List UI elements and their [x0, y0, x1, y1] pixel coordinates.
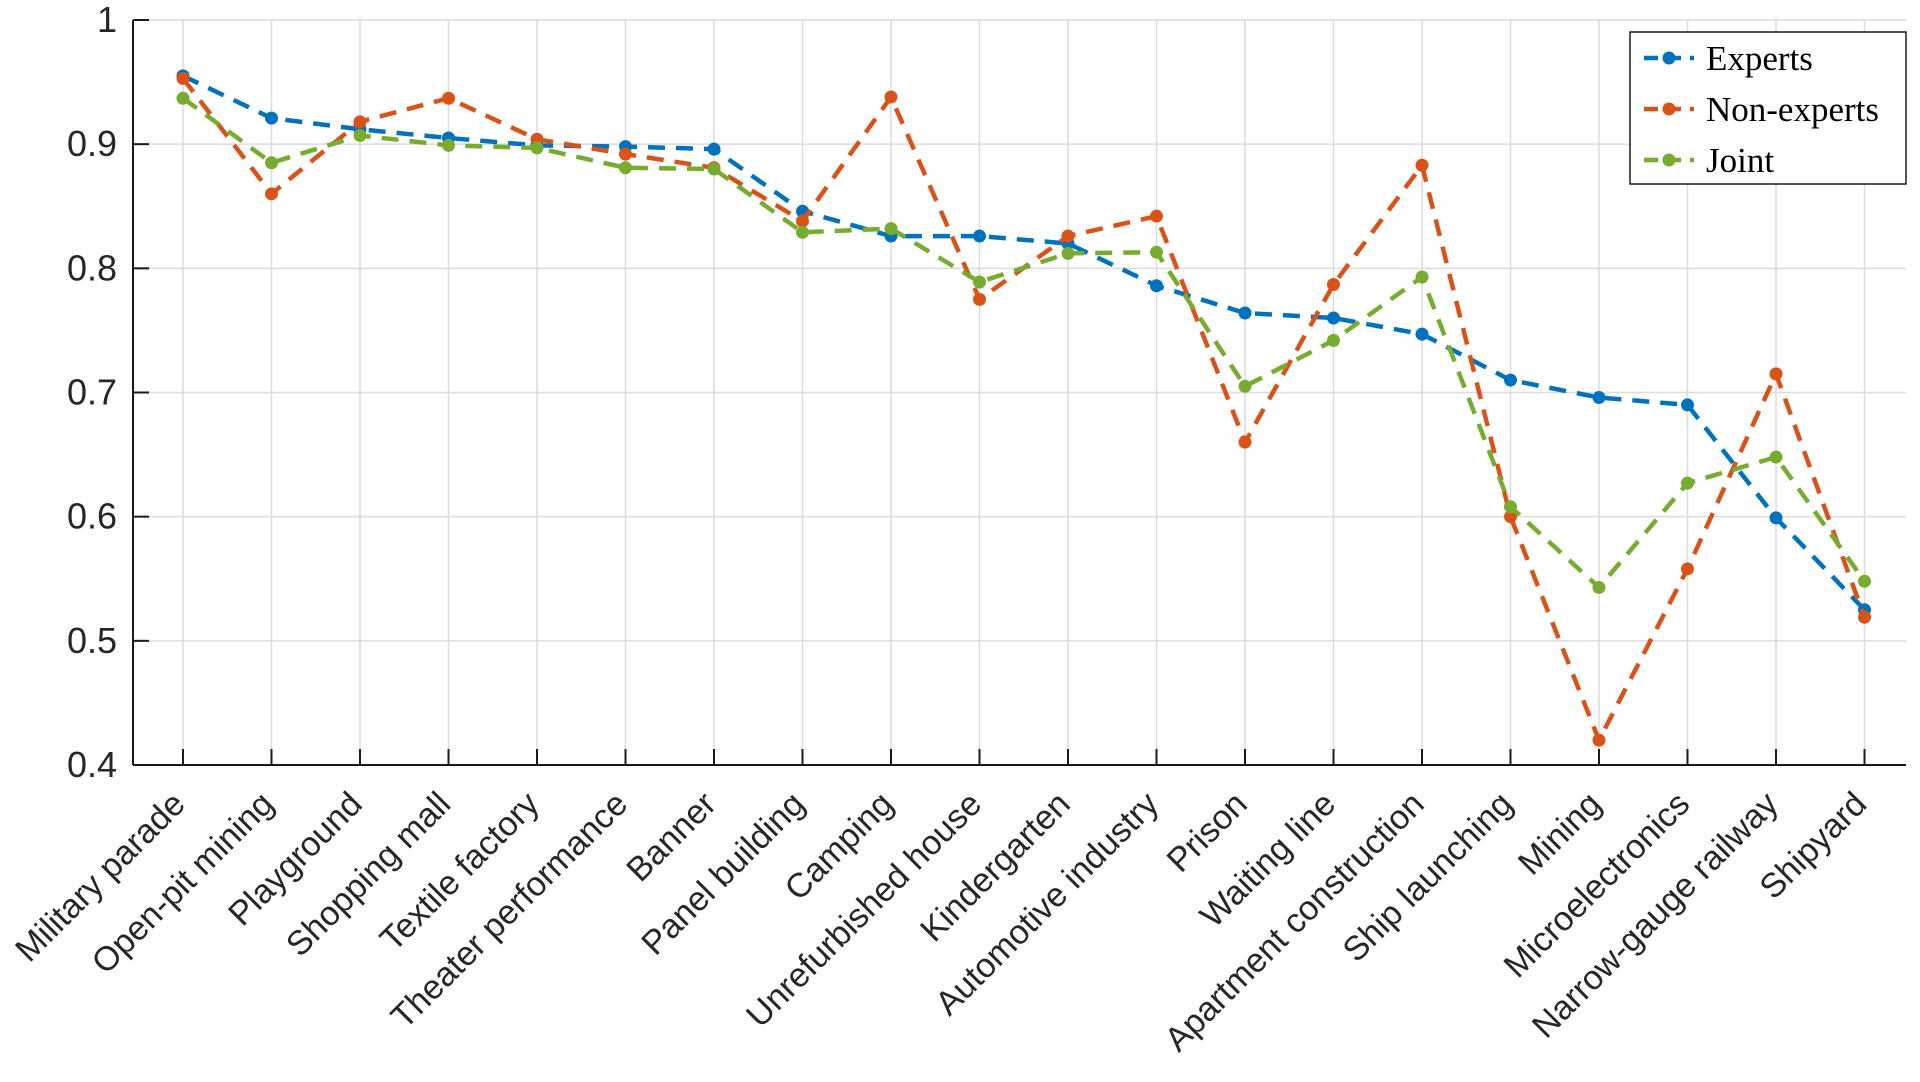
- marker-non-experts-5: [619, 147, 632, 161]
- marker-joint-9: [973, 275, 986, 289]
- series-line-joint: [181, 96, 1867, 591]
- marker-joint-19: [1858, 574, 1871, 588]
- marker-joint-7: [796, 225, 809, 239]
- marker-joint-17: [1681, 476, 1694, 490]
- y-tick-label: 0.5: [67, 620, 117, 661]
- legend-label-non-experts: Non-experts: [1706, 90, 1879, 129]
- marker-experts-11: [1150, 279, 1163, 293]
- marker-joint-2: [353, 128, 367, 142]
- marker-non-experts-0: [176, 71, 190, 85]
- y-tick-label: 0.8: [67, 247, 117, 288]
- legend-marker-non-experts: [1662, 102, 1676, 116]
- marker-joint-0: [176, 91, 190, 105]
- marker-non-experts-9: [973, 292, 986, 306]
- marker-non-experts-7: [796, 214, 809, 228]
- series-line-experts: [182, 73, 1867, 612]
- y-tick-label: 0.6: [67, 496, 117, 537]
- marker-joint-3: [442, 138, 455, 152]
- marker-non-experts-15: [1504, 510, 1517, 524]
- marker-joint-18: [1769, 450, 1783, 464]
- legend-marker-experts: [1662, 51, 1676, 65]
- marker-experts-15: [1504, 373, 1517, 387]
- marker-joint-12: [1238, 379, 1252, 393]
- marker-experts-17: [1681, 398, 1694, 412]
- marker-experts-13: [1327, 311, 1340, 325]
- marker-experts-1: [265, 111, 278, 125]
- marker-non-experts-8: [884, 90, 898, 104]
- marker-joint-5: [619, 161, 632, 175]
- y-tick-label: 1: [97, 0, 117, 40]
- marker-non-experts-2: [353, 115, 367, 129]
- marker-non-experts-13: [1327, 277, 1340, 291]
- y-tick-label: 0.9: [67, 123, 117, 164]
- marker-non-experts-10: [1061, 229, 1075, 243]
- marker-joint-10: [1061, 246, 1075, 260]
- marker-joint-8: [884, 222, 898, 236]
- marker-experts-16: [1592, 390, 1606, 404]
- marker-joint-15: [1504, 500, 1517, 514]
- marker-joint-6: [707, 162, 721, 176]
- marker-experts-18: [1769, 511, 1783, 525]
- marker-non-experts-18: [1769, 367, 1783, 381]
- marker-non-experts-16: [1592, 733, 1606, 747]
- marker-non-experts-14: [1415, 158, 1429, 172]
- marker-experts-12: [1238, 306, 1252, 320]
- marker-joint-11: [1150, 245, 1163, 259]
- marker-non-experts-1: [265, 187, 278, 201]
- marker-non-experts-17: [1681, 562, 1694, 576]
- legend-label-experts: Experts: [1706, 39, 1813, 78]
- marker-experts-14: [1415, 327, 1429, 341]
- marker-joint-4: [530, 141, 544, 155]
- marker-non-experts-11: [1150, 209, 1163, 223]
- marker-joint-1: [265, 156, 278, 170]
- marker-non-experts-12: [1238, 435, 1252, 449]
- marker-joint-16: [1592, 580, 1606, 594]
- marker-experts-6: [707, 142, 721, 156]
- marker-experts-9: [973, 229, 986, 243]
- legend-label-joint: Joint: [1706, 141, 1774, 180]
- marker-joint-13: [1327, 333, 1340, 347]
- marker-joint-14: [1415, 270, 1429, 284]
- marker-non-experts-3: [442, 91, 455, 105]
- legend-marker-joint: [1662, 153, 1676, 167]
- y-tick-label: 0.7: [67, 372, 117, 413]
- marker-non-experts-19: [1858, 610, 1871, 624]
- y-tick-label: 0.4: [67, 744, 117, 785]
